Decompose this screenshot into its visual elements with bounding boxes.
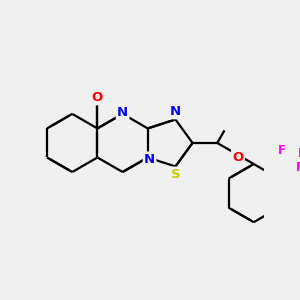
- Text: O: O: [92, 91, 103, 104]
- Text: O: O: [232, 151, 244, 164]
- Text: F: F: [296, 161, 300, 175]
- Text: F: F: [297, 147, 300, 161]
- Text: N: N: [170, 105, 181, 118]
- Text: S: S: [171, 168, 180, 181]
- Text: N: N: [117, 106, 128, 118]
- Text: N: N: [144, 153, 155, 166]
- Text: F: F: [278, 144, 286, 157]
